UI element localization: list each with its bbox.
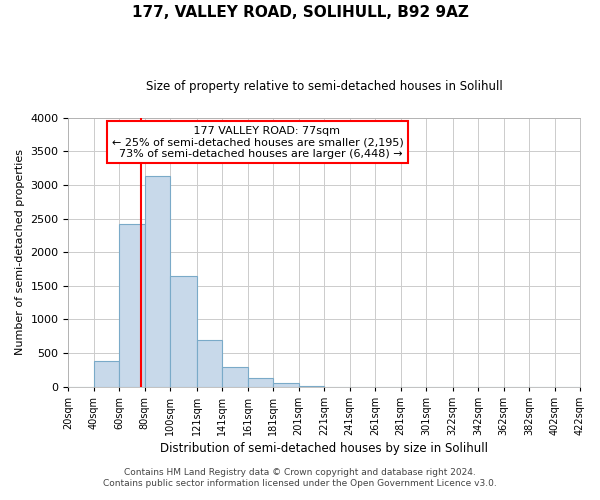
Text: Contains HM Land Registry data © Crown copyright and database right 2024.
Contai: Contains HM Land Registry data © Crown c… [103, 468, 497, 487]
Text: 177, VALLEY ROAD, SOLIHULL, B92 9AZ: 177, VALLEY ROAD, SOLIHULL, B92 9AZ [131, 5, 469, 20]
Bar [94, 361, 119, 386]
Bar [197, 340, 223, 386]
Bar [223, 367, 248, 386]
Bar [119, 224, 145, 386]
Text: 177 VALLEY ROAD: 77sqm
← 25% of semi-detached houses are smaller (2,195)
  73% o: 177 VALLEY ROAD: 77sqm ← 25% of semi-det… [112, 126, 404, 159]
Bar [273, 384, 299, 386]
Title: Size of property relative to semi-detached houses in Solihull: Size of property relative to semi-detach… [146, 80, 503, 93]
Y-axis label: Number of semi-detached properties: Number of semi-detached properties [15, 149, 25, 355]
Bar [145, 176, 170, 386]
X-axis label: Distribution of semi-detached houses by size in Solihull: Distribution of semi-detached houses by … [160, 442, 488, 455]
Bar [248, 378, 273, 386]
Bar [170, 276, 197, 386]
